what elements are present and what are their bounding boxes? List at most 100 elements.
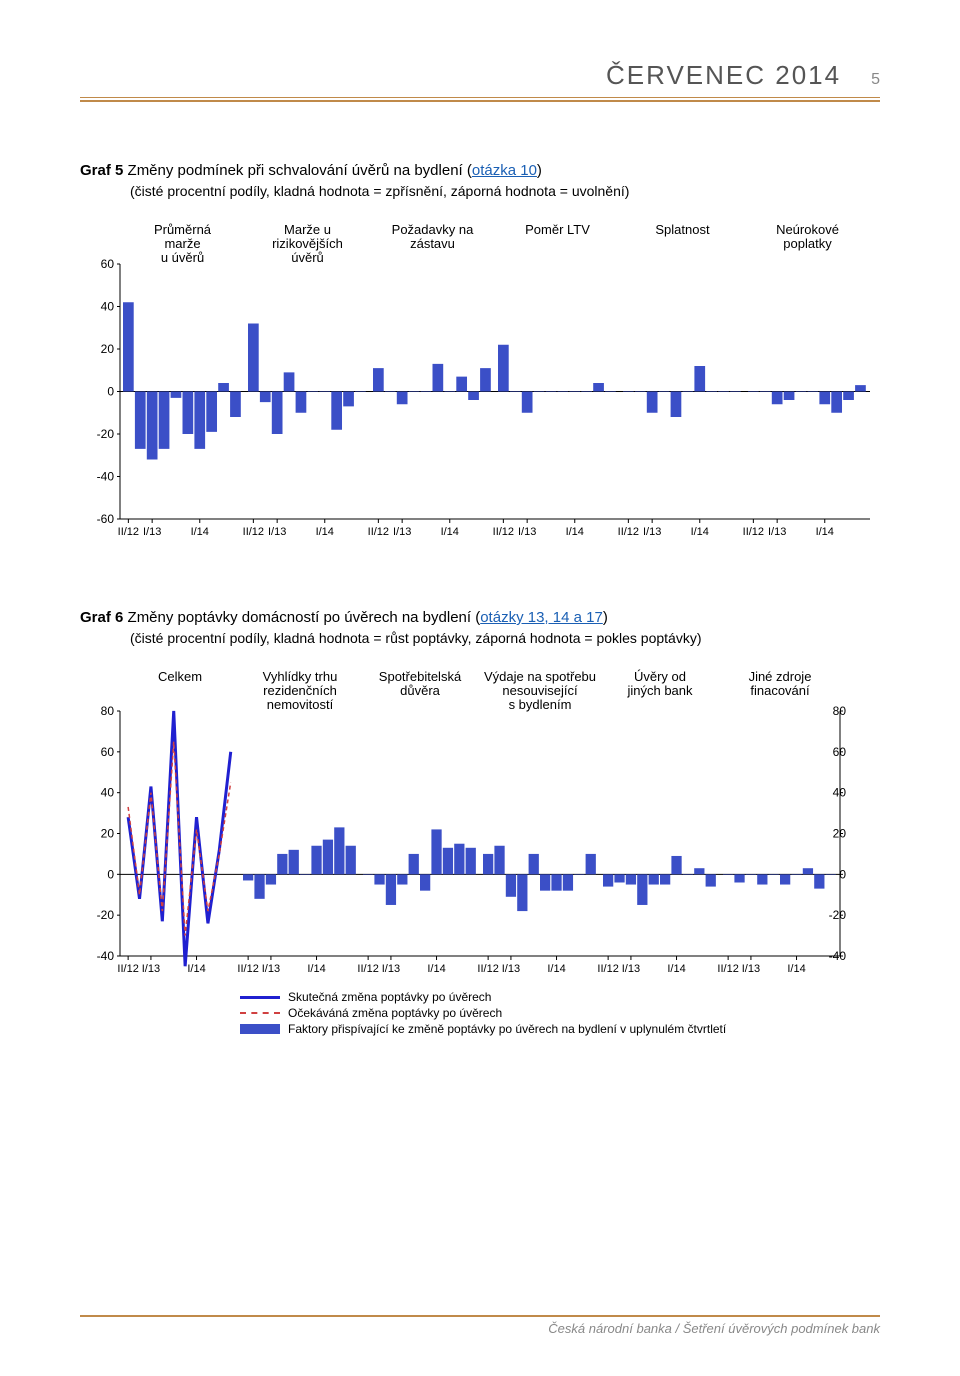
svg-text:Vyhlídky trhu: Vyhlídky trhu <box>263 669 338 684</box>
svg-text:II/12: II/12 <box>717 963 738 975</box>
svg-text:marže: marže <box>164 236 200 251</box>
legend-swatch-factors <box>240 1024 280 1034</box>
svg-text:60: 60 <box>101 257 115 271</box>
graf5-title-text: Změny podmínek při schvalování úvěrů na … <box>123 162 472 179</box>
legend-swatch-actual <box>240 996 280 999</box>
header-rule <box>80 100 880 102</box>
svg-text:Marže u: Marže u <box>284 222 331 237</box>
svg-text:zástavu: zástavu <box>410 236 455 251</box>
svg-text:-40: -40 <box>97 949 115 963</box>
svg-text:Neúrokové: Neúrokové <box>776 222 839 237</box>
legend-label-expected: Očekáváná změna poptávky po úvěrech <box>288 1006 502 1020</box>
svg-text:I/13: I/13 <box>262 963 280 975</box>
svg-text:0: 0 <box>107 867 114 881</box>
svg-text:nesouvisející: nesouvisející <box>502 683 578 698</box>
svg-text:II/12: II/12 <box>477 963 498 975</box>
svg-text:rezidenčních: rezidenčních <box>263 683 337 698</box>
svg-text:I/14: I/14 <box>667 963 685 975</box>
svg-text:Úvěry od: Úvěry od <box>634 669 686 684</box>
chart6: 806040200-20-40806040200-20-40CelkemII/1… <box>80 656 880 1036</box>
graf6-title: Graf 6 Změny poptávky domácností po úvěr… <box>80 609 880 626</box>
svg-text:poplatky: poplatky <box>783 236 832 251</box>
svg-text:I/14: I/14 <box>691 526 709 538</box>
svg-text:I/14: I/14 <box>816 526 834 538</box>
svg-text:nemovitostí: nemovitostí <box>267 697 334 712</box>
svg-text:80: 80 <box>833 704 847 718</box>
svg-text:Požadavky na: Požadavky na <box>392 222 474 237</box>
svg-text:II/12: II/12 <box>493 526 514 538</box>
svg-text:I/13: I/13 <box>143 526 161 538</box>
svg-text:I/14: I/14 <box>566 526 584 538</box>
svg-text:Průměrná: Průměrná <box>154 222 212 237</box>
svg-text:Poměr LTV: Poměr LTV <box>525 222 590 237</box>
svg-text:Splatnost: Splatnost <box>655 222 710 237</box>
svg-text:20: 20 <box>101 827 115 841</box>
legend-label-factors: Faktory přispívající ke změně poptávky p… <box>288 1022 726 1036</box>
svg-text:II/12: II/12 <box>618 526 639 538</box>
svg-text:-20: -20 <box>829 908 847 922</box>
page-number: 5 <box>871 71 880 89</box>
svg-text:80: 80 <box>101 704 115 718</box>
graf6-link[interactable]: otázky 13, 14 a 17 <box>480 609 603 626</box>
svg-text:60: 60 <box>101 745 115 759</box>
svg-text:I/14: I/14 <box>427 963 445 975</box>
svg-text:II/12: II/12 <box>368 526 389 538</box>
svg-text:II/12: II/12 <box>117 963 138 975</box>
svg-text:I/13: I/13 <box>142 963 160 975</box>
header-title: ČERVENEC 2014 <box>606 60 841 91</box>
chart6-legend: Skutečná změna poptávky po úvěrech Očeká… <box>240 990 880 1036</box>
chart5: 6040200-20-40-60Průměrnámaržeu úvěrůII/1… <box>80 209 880 549</box>
svg-text:I/13: I/13 <box>393 526 411 538</box>
svg-text:I/14: I/14 <box>547 963 565 975</box>
svg-text:I/14: I/14 <box>191 526 209 538</box>
svg-text:20: 20 <box>101 342 115 356</box>
svg-text:I/14: I/14 <box>187 963 205 975</box>
svg-text:I/13: I/13 <box>742 963 760 975</box>
svg-text:finacování: finacování <box>750 683 810 698</box>
svg-text:u úvěrů: u úvěrů <box>161 250 204 265</box>
graf5-prefix: Graf 5 <box>80 162 123 179</box>
graf5-link[interactable]: otázka 10 <box>472 162 537 179</box>
svg-text:I/14: I/14 <box>307 963 325 975</box>
graf6-sub: (čisté procentní podíly, kladná hodnota … <box>130 630 880 646</box>
svg-text:I/13: I/13 <box>768 526 786 538</box>
svg-text:I/13: I/13 <box>268 526 286 538</box>
svg-text:s bydlením: s bydlením <box>509 697 572 712</box>
graf6-title-end: ) <box>603 609 608 626</box>
svg-text:0: 0 <box>107 385 114 399</box>
svg-text:-20: -20 <box>97 427 115 441</box>
svg-text:II/12: II/12 <box>243 526 264 538</box>
graf6-prefix: Graf 6 <box>80 609 123 626</box>
svg-text:I/13: I/13 <box>643 526 661 538</box>
svg-text:20: 20 <box>833 827 847 841</box>
svg-text:jiných bank: jiných bank <box>626 683 693 698</box>
svg-text:I/13: I/13 <box>502 963 520 975</box>
svg-text:Výdaje na spotřebu: Výdaje na spotřebu <box>484 669 596 684</box>
graf5-title: Graf 5 Změny podmínek při schvalování úv… <box>80 162 880 179</box>
svg-text:Celkem: Celkem <box>158 669 202 684</box>
graf6-title-text: Změny poptávky domácností po úvěrech na … <box>123 609 480 626</box>
svg-text:-60: -60 <box>97 512 115 526</box>
svg-text:40: 40 <box>833 786 847 800</box>
svg-text:II/12: II/12 <box>597 963 618 975</box>
svg-text:Jiné zdroje: Jiné zdroje <box>749 669 812 684</box>
svg-text:II/12: II/12 <box>118 526 139 538</box>
legend-label-actual: Skutečná změna poptávky po úvěrech <box>288 990 491 1004</box>
svg-text:40: 40 <box>101 300 115 314</box>
graf5-sub: (čisté procentní podíly, kladná hodnota … <box>130 183 880 199</box>
graf5-title-end: ) <box>537 162 542 179</box>
page-header: ČERVENEC 2014 5 <box>80 60 880 98</box>
legend-swatch-expected <box>240 1012 280 1014</box>
svg-text:60: 60 <box>833 745 847 759</box>
svg-text:I/13: I/13 <box>518 526 536 538</box>
svg-text:I/14: I/14 <box>787 963 805 975</box>
svg-text:důvěra: důvěra <box>400 683 441 698</box>
page-footer: Česká národní banka / Šetření úvěrových … <box>80 1315 880 1336</box>
svg-text:I/13: I/13 <box>622 963 640 975</box>
svg-text:40: 40 <box>101 786 115 800</box>
svg-text:-20: -20 <box>97 908 115 922</box>
svg-text:I/14: I/14 <box>316 526 334 538</box>
svg-text:I/14: I/14 <box>441 526 459 538</box>
svg-text:II/12: II/12 <box>357 963 378 975</box>
svg-text:I/13: I/13 <box>382 963 400 975</box>
